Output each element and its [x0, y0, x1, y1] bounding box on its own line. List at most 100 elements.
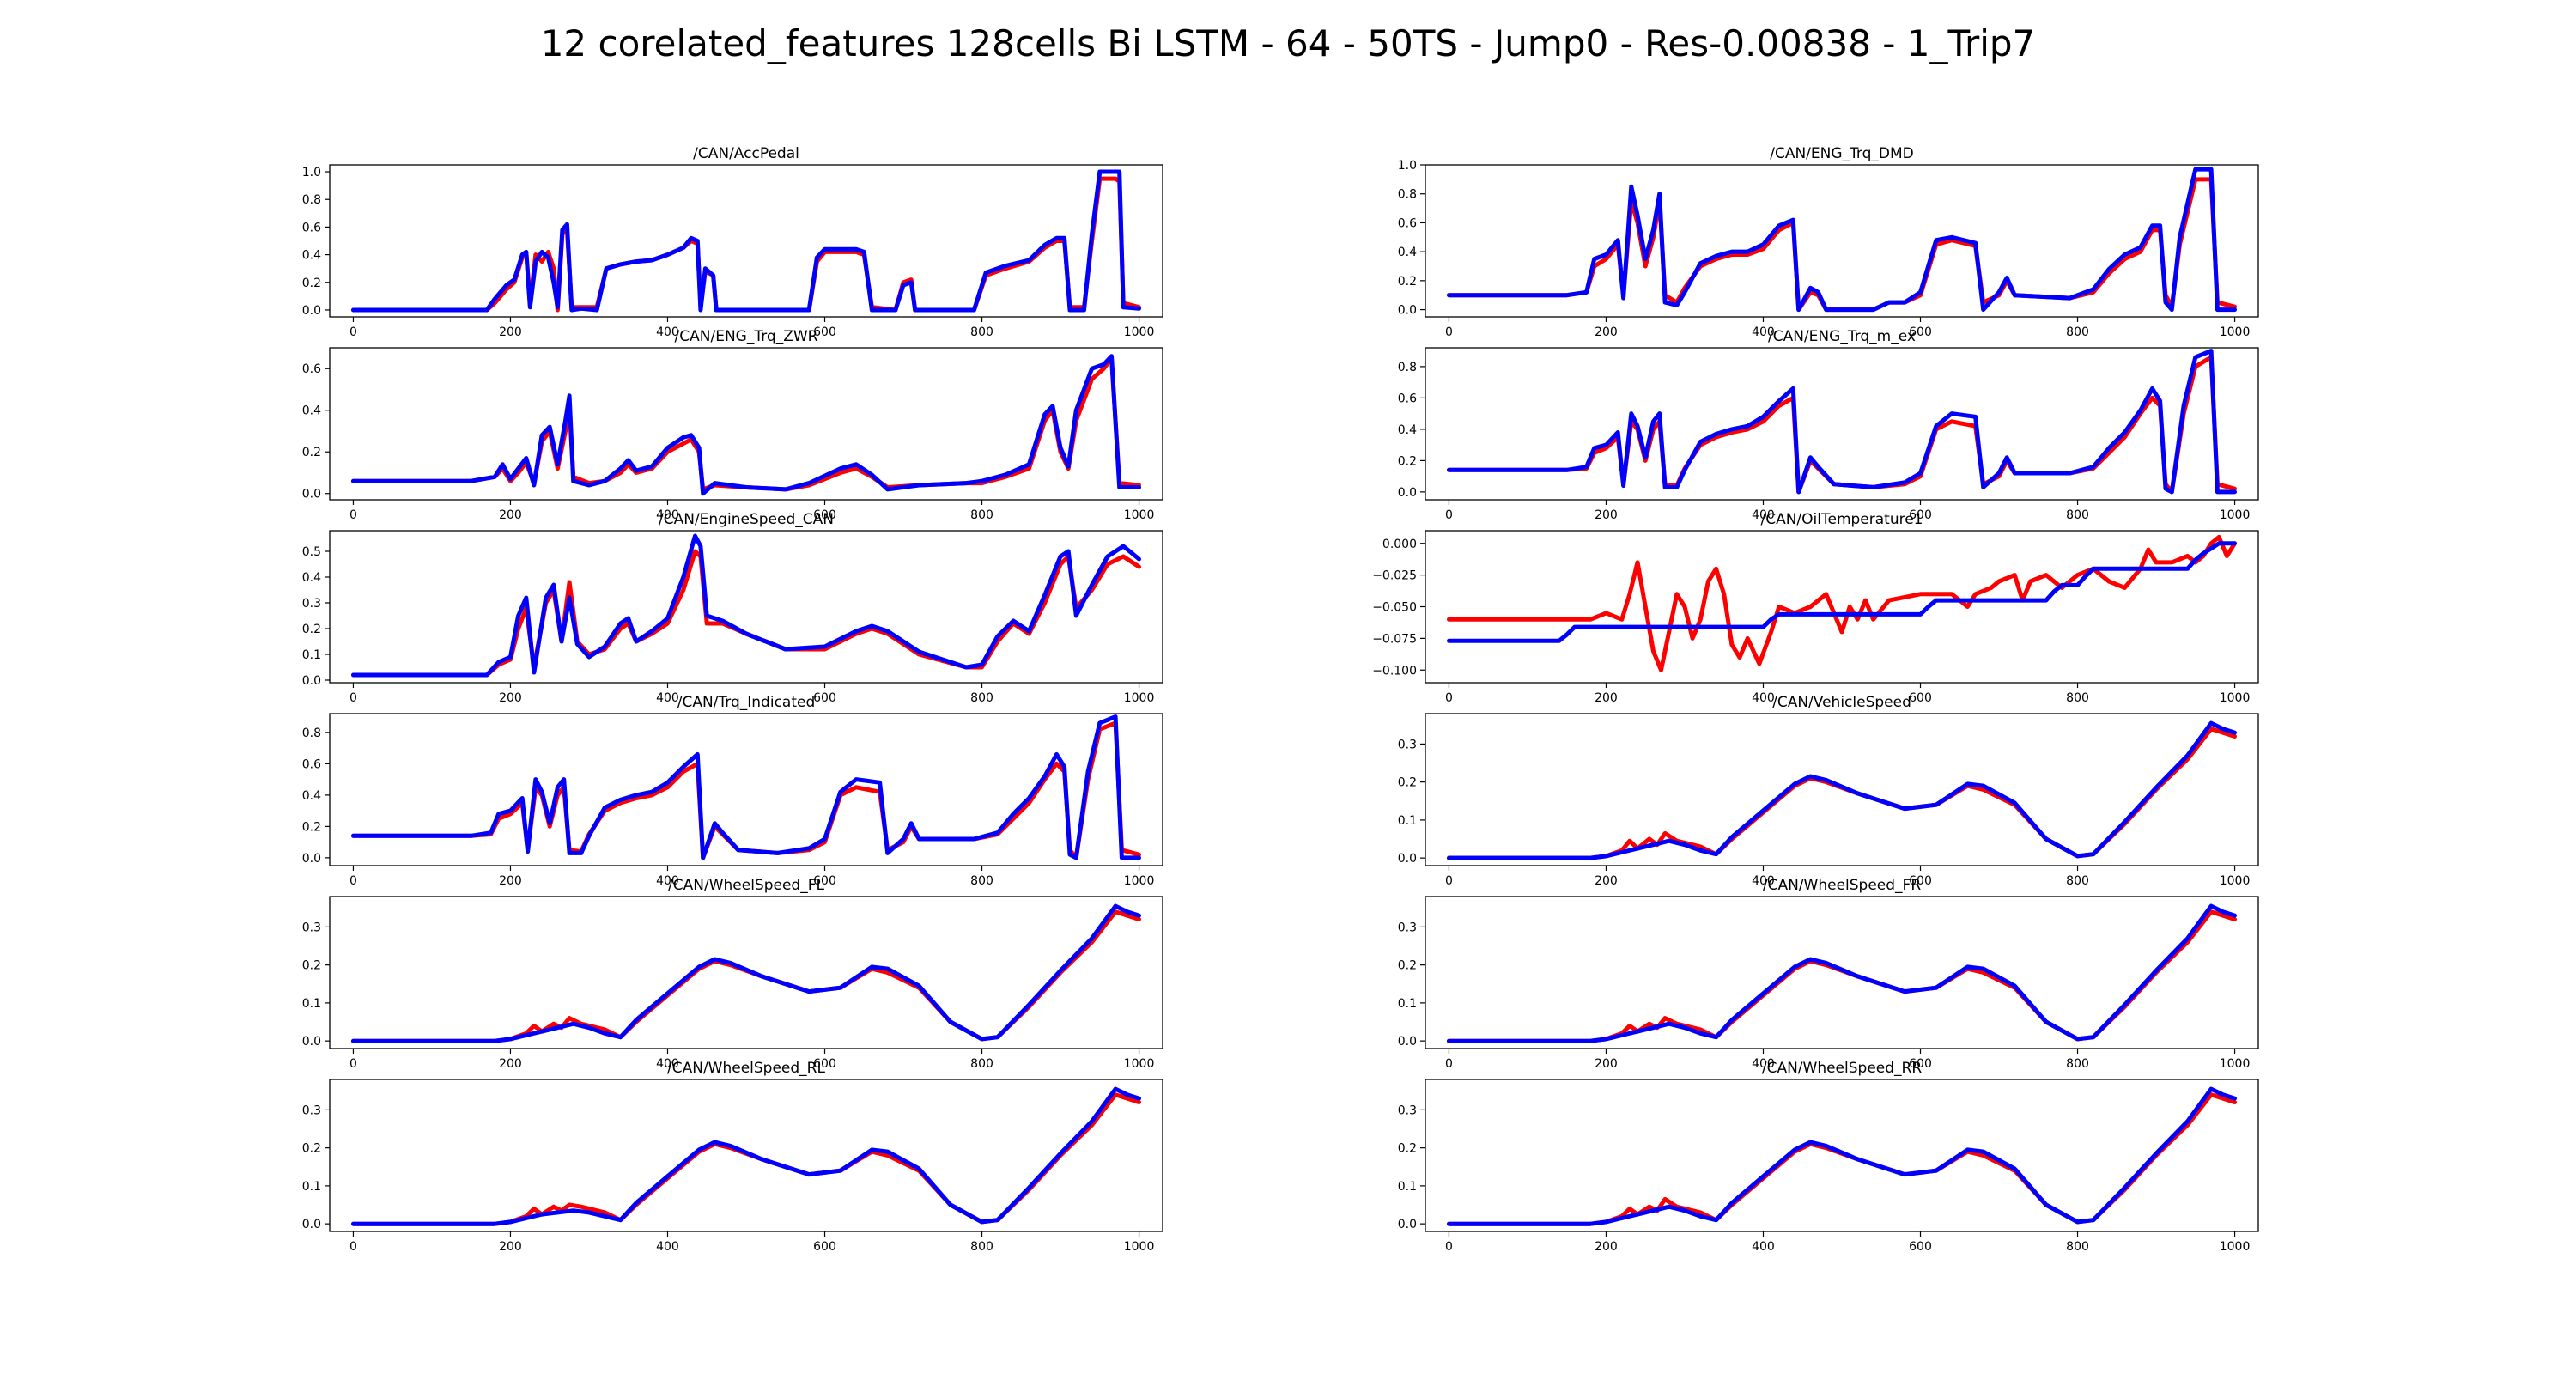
subplot: /CAN/Trq_Indicated 0 200 400 600 800 1000 0.0 0.… [302, 694, 1163, 888]
x-tick-label: 200 [1595, 325, 1618, 339]
subplot-title: /CAN/ENG_Trq_DMD [1770, 145, 1914, 162]
x-tick-label: 1000 [2220, 1057, 2251, 1071]
y-tick-label: 1.0 [1398, 159, 1417, 173]
x-tick-label: 0 [349, 508, 357, 522]
x-tick-label: 800 [970, 1057, 993, 1071]
x-tick-label: 200 [499, 325, 522, 339]
y-tick-label: 0.4 [302, 571, 321, 585]
y-tick-label: 0.1 [302, 1180, 321, 1194]
series-line [1447, 1086, 2237, 1226]
y-tick-label: 0.3 [1398, 738, 1417, 751]
y-tick-label: 0.4 [1398, 423, 1417, 437]
x-tick-label: 400 [656, 325, 679, 339]
x-tick-label: 200 [1595, 874, 1618, 888]
x-tick-label: 600 [1909, 1240, 1932, 1254]
y-tick-label: 0.4 [1398, 246, 1417, 259]
subplot-title: /CAN/ENG_Trq_ZWR [675, 328, 818, 345]
x-tick-label: 400 [656, 508, 679, 522]
plot-frame [329, 164, 1163, 318]
y-tick-label: 0.6 [302, 757, 321, 771]
x-tick-label: 1000 [1124, 325, 1155, 339]
y-tick-label: 0.2 [1398, 275, 1417, 289]
series-line [1447, 720, 2237, 860]
y-tick-label: 0.3 [1398, 921, 1417, 934]
y-tick-label: 0.2 [1398, 1142, 1417, 1156]
x-tick-label: 0 [1445, 508, 1453, 522]
plot-frame [1425, 347, 2259, 501]
y-tick-label: 0.4 [302, 249, 321, 263]
y-tick-label: 0.3 [302, 921, 321, 934]
subplot: /CAN/WheelSpeed_FR 0 200 400 600 800 1000 0.0 0.… [1398, 877, 2259, 1071]
x-tick-label: 600 [1909, 508, 1932, 522]
x-tick-label: 400 [1752, 1240, 1775, 1254]
y-tick-label: 0.2 [1398, 959, 1417, 973]
x-tick-label: 200 [499, 1057, 522, 1071]
x-tick-label: 200 [1595, 508, 1618, 522]
y-tick-label: 0.3 [1398, 1103, 1417, 1117]
y-tick-label: 0.3 [302, 1103, 321, 1117]
subplot-title: /CAN/WheelSpeed_FR [1763, 877, 1921, 894]
plot-frame [1425, 164, 2259, 318]
y-tick-label: 0.6 [302, 362, 321, 376]
subplot: /CAN/EngineSpeed_CAN 0 200 400 600 800 1000 0.0… [302, 511, 1163, 705]
series-line [1447, 349, 2237, 495]
x-tick-label: 600 [813, 1057, 836, 1071]
x-tick-label: 600 [1909, 691, 1932, 705]
x-tick-label: 0 [1445, 1240, 1453, 1254]
subplot: /CAN/WheelSpeed_RL 0 200 400 600 800 1000 0.0 0.… [302, 1060, 1163, 1254]
x-tick-label: 600 [813, 874, 836, 888]
y-tick-label: 0.6 [1398, 392, 1417, 405]
series-line [351, 1092, 1141, 1226]
y-tick-label: 0.0 [1398, 852, 1417, 866]
x-tick-label: 600 [1909, 325, 1932, 339]
x-tick-label: 400 [1752, 325, 1775, 339]
x-tick-label: 0 [349, 1057, 357, 1071]
x-tick-label: 400 [1752, 1057, 1775, 1071]
x-tick-label: 0 [1445, 325, 1453, 339]
y-tick-label: 0.0 [302, 674, 321, 688]
plot-frame [1425, 530, 2259, 684]
plot-frame [1425, 1079, 2259, 1232]
series-line [1447, 903, 2237, 1043]
series-line [351, 903, 1141, 1043]
series-line [1447, 909, 2237, 1043]
plot-frame [329, 347, 1163, 501]
series-line [1447, 177, 2237, 313]
x-tick-label: 800 [970, 325, 993, 339]
series-line [351, 169, 1141, 313]
y-tick-label: 0.0 [302, 488, 321, 502]
x-tick-label: 800 [2066, 874, 2089, 888]
y-tick-label: 0.8 [1398, 188, 1417, 202]
y-tick-label: 0.2 [302, 277, 321, 290]
x-tick-label: 400 [1752, 874, 1775, 888]
subplot-title: /CAN/WheelSpeed_RR [1762, 1060, 1922, 1077]
y-tick-label: −0.100 [1372, 664, 1417, 678]
subplot-title: /CAN/VehicleSpeed [1772, 694, 1911, 711]
x-tick-label: 600 [813, 691, 836, 705]
x-tick-label: 0 [349, 691, 357, 705]
series-line [351, 533, 1141, 678]
series-line [351, 549, 1141, 678]
x-tick-label: 0 [349, 325, 357, 339]
y-tick-label: 0.2 [302, 623, 321, 636]
plot-frame [1425, 713, 2259, 866]
y-tick-label: 0.3 [302, 597, 321, 611]
series-line [1447, 541, 2237, 643]
y-tick-label: 0.000 [1382, 538, 1417, 551]
subplot: /CAN/WheelSpeed_RR 0 200 400 600 800 1000 0.0 0.… [1398, 1060, 2259, 1254]
x-tick-label: 800 [2066, 1240, 2089, 1254]
y-tick-label: 0.8 [1398, 361, 1417, 374]
plot-frame [329, 896, 1163, 1049]
x-tick-label: 400 [656, 691, 679, 705]
y-tick-label: −0.075 [1372, 632, 1417, 646]
x-tick-label: 1000 [2220, 874, 2251, 888]
y-tick-label: 0.0 [1398, 1035, 1417, 1049]
subplot: /CAN/OilTemperature1 0 200 400 600 800 1000 −0.… [1372, 511, 2259, 705]
x-tick-label: 800 [970, 508, 993, 522]
y-tick-label: 0.6 [1398, 216, 1417, 230]
subplot: /CAN/ENG_Trq_ZWR 0 200 400 600 800 1000 0.0 0.2 0… [302, 328, 1163, 522]
y-tick-label: 0.4 [302, 789, 321, 803]
subplot-title: /CAN/OilTemperature1 [1760, 511, 1923, 528]
y-tick-label: 1.0 [302, 166, 321, 179]
plot-frame [1425, 896, 2259, 1049]
